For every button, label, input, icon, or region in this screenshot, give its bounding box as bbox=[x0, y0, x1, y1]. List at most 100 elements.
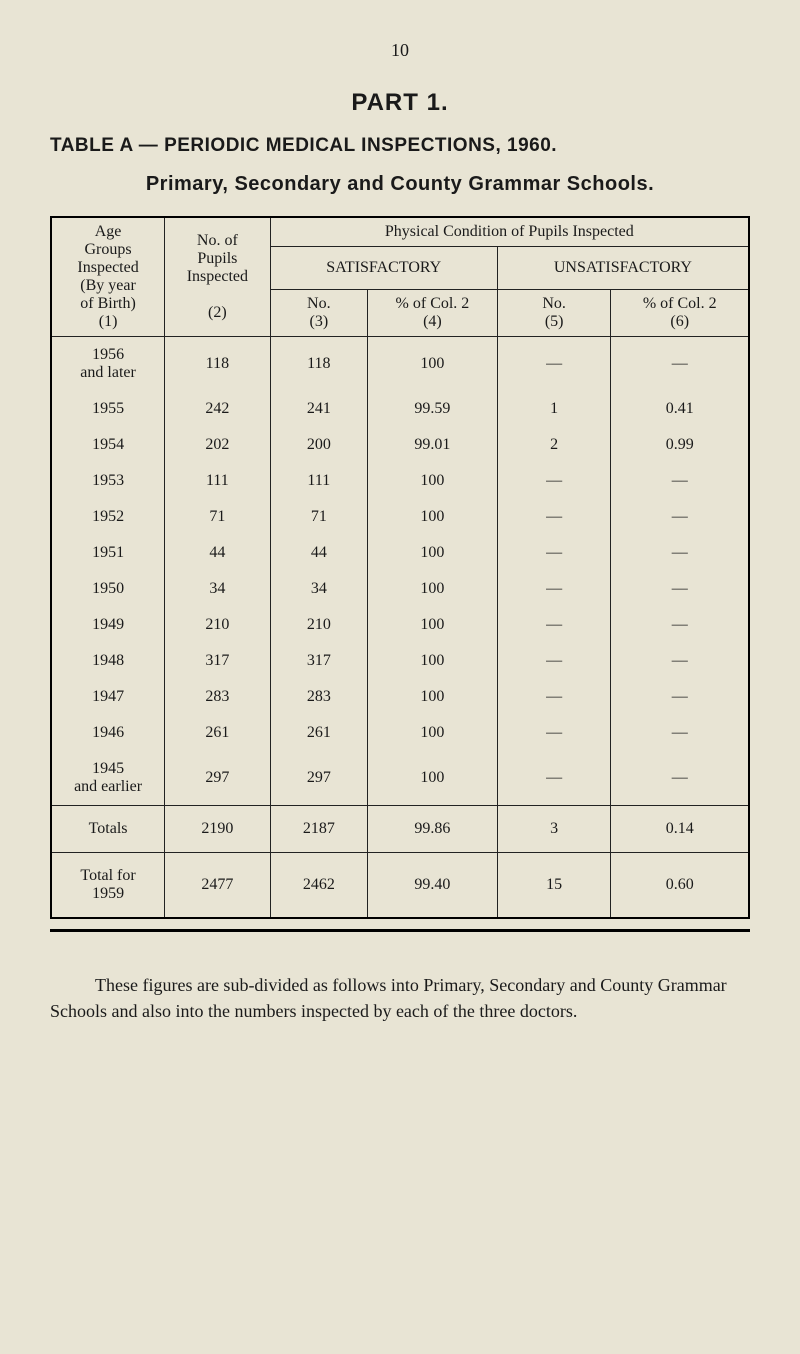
hdr-age-l5: of Birth) bbox=[80, 295, 136, 312]
cell-un_pct: — bbox=[611, 643, 749, 679]
hdr-col3: No. (3) bbox=[270, 290, 367, 337]
table-row: 1945 and earlier297297100—— bbox=[51, 751, 749, 806]
table-row: 1953111111100—— bbox=[51, 463, 749, 499]
cell-un_no: 2 bbox=[497, 427, 611, 463]
cell-sat_no: 317 bbox=[270, 643, 367, 679]
totals-satno: 2187 bbox=[270, 806, 367, 853]
table-row: 1956 and later118118100—— bbox=[51, 337, 749, 392]
table-row: 1948317317100—— bbox=[51, 643, 749, 679]
cell-sat_pct: 100 bbox=[368, 463, 498, 499]
hdr-c6a: % of Col. 2 bbox=[643, 295, 717, 312]
hdr-c5b: (5) bbox=[545, 313, 564, 330]
cell-sat_pct: 100 bbox=[368, 337, 498, 392]
totals-label: Totals bbox=[51, 806, 165, 853]
cell-sat_no: 118 bbox=[270, 337, 367, 392]
hdr-c4a: % of Col. 2 bbox=[396, 295, 470, 312]
cell-un_no: — bbox=[497, 643, 611, 679]
table-row: 1949210210100—— bbox=[51, 607, 749, 643]
cell-sat_no: 200 bbox=[270, 427, 367, 463]
hdr-pupils-l1: No. of bbox=[197, 232, 238, 249]
hdr-age-l3: Inspected bbox=[77, 259, 138, 276]
table-row: 1947283283100—— bbox=[51, 679, 749, 715]
hdr-c4b: (4) bbox=[423, 313, 442, 330]
hdr-c3b: (3) bbox=[309, 313, 328, 330]
cell-un_no: 1 bbox=[497, 391, 611, 427]
table-row: 195524224199.5910.41 bbox=[51, 391, 749, 427]
cell-un_no: — bbox=[497, 499, 611, 535]
cell-un_pct: 0.41 bbox=[611, 391, 749, 427]
hdr-satisfactory: SATISFACTORY bbox=[270, 247, 497, 290]
cell-pupils: 242 bbox=[165, 391, 271, 427]
cell-un_pct: 0.99 bbox=[611, 427, 749, 463]
cell-age: 1947 bbox=[51, 679, 165, 715]
cell-pupils: 317 bbox=[165, 643, 271, 679]
cell-age: 1955 bbox=[51, 391, 165, 427]
cell-un_pct: — bbox=[611, 337, 749, 392]
footnote: These figures are sub-divided as follows… bbox=[50, 972, 750, 1024]
table-row: 19503434100—— bbox=[51, 571, 749, 607]
cell-pupils: 111 bbox=[165, 463, 271, 499]
hdr-unsatisfactory: UNSATISFACTORY bbox=[497, 247, 749, 290]
hdr-pupils-l3: Inspected bbox=[187, 268, 248, 285]
hdr-pupils-l2: Pupils bbox=[197, 250, 237, 267]
totals-pupils: 2190 bbox=[165, 806, 271, 853]
cell-un_no: — bbox=[497, 337, 611, 392]
cell-sat_no: 261 bbox=[270, 715, 367, 751]
cell-un_pct: — bbox=[611, 715, 749, 751]
cell-age: 1946 bbox=[51, 715, 165, 751]
cell-pupils: 261 bbox=[165, 715, 271, 751]
cell-pupils: 202 bbox=[165, 427, 271, 463]
total1959-label: Total for 1959 bbox=[51, 853, 165, 919]
total1959-satpct: 99.40 bbox=[368, 853, 498, 919]
cell-un_pct: — bbox=[611, 571, 749, 607]
table-row: 19514444100—— bbox=[51, 535, 749, 571]
cell-sat_no: 111 bbox=[270, 463, 367, 499]
cell-age: 1948 bbox=[51, 643, 165, 679]
totals-satpct: 99.86 bbox=[368, 806, 498, 853]
cell-pupils: 34 bbox=[165, 571, 271, 607]
cell-un_pct: — bbox=[611, 751, 749, 806]
cell-un_no: — bbox=[497, 751, 611, 806]
page-number: 10 bbox=[50, 40, 750, 61]
cell-sat_pct: 100 bbox=[368, 535, 498, 571]
cell-un_pct: — bbox=[611, 463, 749, 499]
cell-pupils: 297 bbox=[165, 751, 271, 806]
cell-un_no: — bbox=[497, 679, 611, 715]
cell-sat_no: 71 bbox=[270, 499, 367, 535]
totals-unpct: 0.14 bbox=[611, 806, 749, 853]
cell-pupils: 283 bbox=[165, 679, 271, 715]
hdr-c3a: No. bbox=[307, 295, 331, 312]
inspections-table: Age Groups Inspected (By year of Birth) … bbox=[50, 216, 750, 919]
cell-pupils: 118 bbox=[165, 337, 271, 392]
cell-age: 1949 bbox=[51, 607, 165, 643]
cell-age: 1952 bbox=[51, 499, 165, 535]
cell-un_pct: — bbox=[611, 499, 749, 535]
hdr-age-l6: (1) bbox=[99, 313, 118, 330]
hdr-age-l4: (By year bbox=[80, 277, 136, 294]
cell-age: 1945 and earlier bbox=[51, 751, 165, 806]
total1959-satno: 2462 bbox=[270, 853, 367, 919]
hdr-age-l1: Age bbox=[95, 223, 122, 240]
cell-sat_no: 34 bbox=[270, 571, 367, 607]
cell-sat_pct: 99.01 bbox=[368, 427, 498, 463]
hdr-c6b: (6) bbox=[670, 313, 689, 330]
cell-age: 1950 bbox=[51, 571, 165, 607]
cell-un_pct: — bbox=[611, 535, 749, 571]
total1959-pupils: 2477 bbox=[165, 853, 271, 919]
cell-sat_no: 44 bbox=[270, 535, 367, 571]
hdr-col4: % of Col. 2 (4) bbox=[368, 290, 498, 337]
cell-sat_pct: 100 bbox=[368, 679, 498, 715]
cell-un_no: — bbox=[497, 535, 611, 571]
cell-un_no: — bbox=[497, 571, 611, 607]
totals-unno: 3 bbox=[497, 806, 611, 853]
cell-age: 1954 bbox=[51, 427, 165, 463]
cell-pupils: 44 bbox=[165, 535, 271, 571]
subtitle: Primary, Secondary and County Grammar Sc… bbox=[50, 173, 750, 196]
cell-sat_no: 210 bbox=[270, 607, 367, 643]
cell-un_no: — bbox=[497, 715, 611, 751]
cell-un_pct: — bbox=[611, 607, 749, 643]
cell-un_no: — bbox=[497, 607, 611, 643]
cell-sat_pct: 99.59 bbox=[368, 391, 498, 427]
cell-pupils: 71 bbox=[165, 499, 271, 535]
cell-sat_no: 297 bbox=[270, 751, 367, 806]
